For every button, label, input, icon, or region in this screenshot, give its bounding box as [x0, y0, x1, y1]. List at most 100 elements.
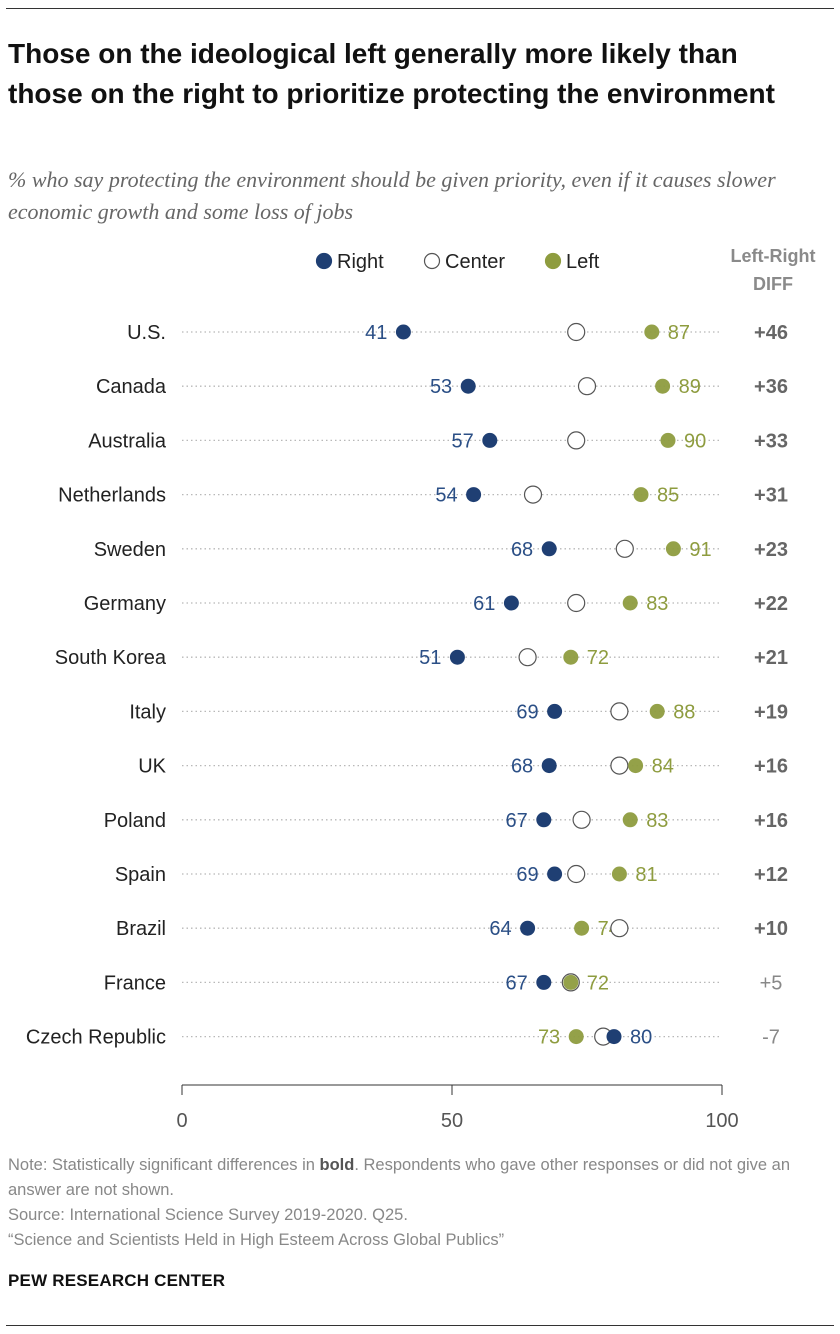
dot-left-u-s- [644, 324, 660, 340]
note-bold: bold [319, 1156, 355, 1174]
dot-center-spain [567, 864, 586, 884]
chart-note: Note: Statistically significant differen… [8, 1153, 834, 1253]
legend-label-right: Right [337, 251, 384, 273]
value-label-right-germany: 61 [473, 593, 495, 615]
x-tick-label-50: 50 [441, 1110, 463, 1132]
dot-left-italy [649, 703, 665, 719]
value-label-right-sweden: 68 [511, 539, 533, 561]
diff-value-south-korea: +21 [754, 647, 788, 669]
country-label-sweden: Sweden [94, 539, 166, 561]
diff-value-brazil: +10 [754, 918, 788, 940]
dot-left-netherlands [633, 487, 649, 503]
note-text: Note: Statistically significant differen… [8, 1153, 834, 1203]
dot-left-czech-republic [568, 1029, 584, 1045]
diff-value-u-s-: +46 [754, 322, 788, 344]
dot-left-poland [622, 812, 638, 828]
country-label-australia: Australia [88, 430, 167, 452]
dot-center-u-s- [567, 322, 586, 342]
value-label-right-canada: 53 [430, 376, 452, 398]
diff-header-line1: Left-Right [731, 246, 816, 266]
dot-right-spain [547, 866, 563, 882]
dot-right-czech-republic [606, 1029, 622, 1045]
dot-right-south-korea [449, 649, 465, 665]
value-label-left-uk: 84 [652, 756, 674, 778]
source-text: Source: International Science Survey 201… [8, 1206, 408, 1224]
dot-plot-chart: Right Center Left Left-Right DIFF U.S. 41 87 +46… [26, 246, 816, 1132]
dot-center-brazil [610, 919, 629, 938]
diff-value-spain: +12 [754, 864, 788, 886]
dot-center-germany [567, 593, 586, 613]
dot-left-south-korea [563, 649, 579, 665]
value-label-right-south-korea: 51 [419, 647, 441, 669]
dot-right-u-s- [395, 324, 411, 340]
diff-value-italy: +19 [754, 701, 788, 723]
dot-center-poland [572, 810, 591, 829]
chart-title: Those on the ideological left generally … [8, 38, 775, 109]
value-label-right-france: 67 [506, 972, 528, 994]
top-rule [6, 8, 834, 9]
legend-marker-left [544, 252, 562, 270]
x-tick-label-100: 100 [705, 1110, 738, 1132]
dot-right-italy [547, 703, 563, 719]
country-label-uk: UK [138, 756, 166, 778]
dot-left-sweden [665, 541, 681, 557]
legend-marker-right [315, 252, 333, 270]
dot-center-south-korea [518, 648, 537, 667]
value-label-left-u-s-: 87 [668, 322, 690, 344]
country-label-czech-republic: Czech Republic [26, 1027, 166, 1049]
dot-right-netherlands [466, 487, 482, 503]
value-label-right-uk: 68 [511, 756, 533, 778]
dot-center-uk [610, 756, 629, 775]
pew-logo-text: PEW RESEARCH CENTER [8, 1271, 226, 1290]
value-label-left-spain: 81 [635, 864, 657, 886]
value-label-right-spain: 69 [516, 864, 538, 886]
dot-center-sweden [615, 539, 634, 558]
value-label-right-netherlands: 54 [435, 485, 457, 507]
dot-right-sweden [541, 541, 557, 557]
country-label-canada: Canada [96, 376, 167, 398]
report-title: “Science and Scientists Held in High Est… [8, 1231, 505, 1249]
country-label-south-korea: South Korea [55, 647, 167, 669]
legend-marker-center [423, 252, 441, 270]
legend-label-center: Center [445, 251, 505, 273]
value-label-right-poland: 67 [506, 810, 528, 832]
value-label-left-canada: 89 [679, 376, 701, 398]
country-label-poland: Poland [104, 810, 166, 832]
value-label-right-australia: 57 [452, 430, 474, 452]
value-label-left-czech-republic: 73 [538, 1027, 560, 1049]
dot-left-germany [622, 595, 638, 611]
dot-right-canada [460, 378, 476, 394]
diff-header-line2: DIFF [753, 274, 793, 294]
value-label-right-italy: 69 [516, 701, 538, 723]
dot-left-australia [660, 432, 676, 448]
country-label-france: France [104, 972, 166, 994]
dot-left-canada [655, 378, 671, 394]
value-label-right-u-s-: 41 [365, 322, 387, 344]
diff-value-france: +5 [760, 972, 783, 994]
diff-value-netherlands: +31 [754, 485, 788, 507]
dot-right-uk [541, 758, 557, 774]
diff-value-uk: +16 [754, 756, 788, 778]
dot-center-australia [567, 431, 586, 450]
country-label-germany: Germany [84, 593, 166, 615]
country-label-italy: Italy [129, 701, 166, 723]
value-label-left-germany: 83 [646, 593, 668, 615]
diff-value-poland: +16 [754, 810, 788, 832]
value-label-left-france: 72 [587, 972, 609, 994]
country-label-spain: Spain [115, 864, 166, 886]
value-label-left-sweden: 91 [689, 539, 711, 561]
diff-value-czech-republic: -7 [762, 1027, 780, 1049]
x-tick-label-0: 0 [176, 1110, 187, 1132]
diff-value-canada: +36 [754, 376, 788, 398]
legend-label-left: Left [566, 251, 600, 273]
dot-right-poland [536, 812, 552, 828]
bottom-rule [6, 1325, 834, 1326]
dot-left-france [563, 974, 579, 990]
diff-value-australia: +33 [754, 430, 788, 452]
value-label-right-czech-republic: 80 [630, 1027, 652, 1049]
chart-subtitle: % who say protecting the environment sho… [8, 167, 776, 224]
diff-value-sweden: +23 [754, 539, 788, 561]
dot-right-australia [482, 432, 498, 448]
dot-center-italy [610, 702, 629, 721]
country-label-u-s-: U.S. [127, 322, 166, 344]
